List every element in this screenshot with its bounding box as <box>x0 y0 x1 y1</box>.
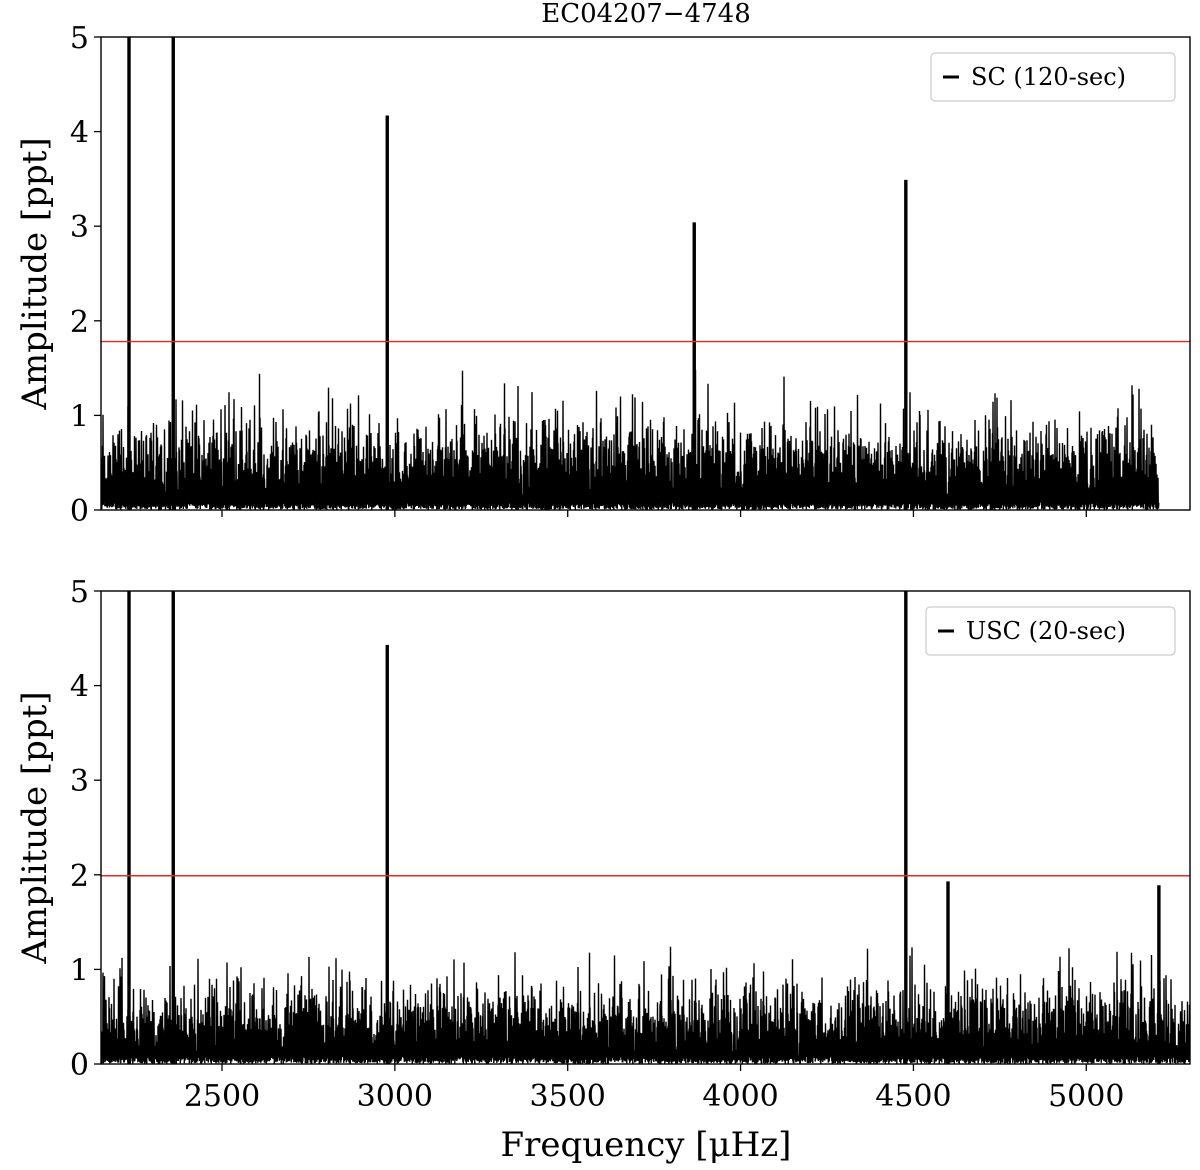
figure-title: EC04207−4748 <box>541 0 751 29</box>
y-tick-label: 0 <box>70 494 89 529</box>
x-tick-label: 3500 <box>530 1079 606 1114</box>
x-tick-label: 5000 <box>1048 1079 1124 1114</box>
legend-box <box>930 52 1176 102</box>
y-tick-label: 1 <box>70 953 89 988</box>
axes-frame <box>100 36 1191 511</box>
panel-usc: 0 1 2 3 4 5 2500 3000 3500 4000 4500 5000 Amplitude … <box>15 575 1191 1114</box>
panel-sc: 0 1 2 3 4 5 Amplitude [ppt] SC (120-sec) <box>15 21 1191 529</box>
y-tick-label: 1 <box>70 399 89 434</box>
legend-box <box>925 606 1176 656</box>
x-tick-label: 3000 <box>357 1079 433 1114</box>
y-tick-label: 3 <box>70 210 89 245</box>
y-tick-label: 4 <box>70 116 89 151</box>
y-tick-label: 5 <box>70 21 89 56</box>
legend-label: USC (20-sec) <box>966 617 1126 645</box>
spectrum-line <box>101 946 1190 1064</box>
y-tick-label: 3 <box>70 764 89 799</box>
y-axis-label: Amplitude [ppt] <box>15 691 55 964</box>
x-tick-label: 2500 <box>184 1079 260 1114</box>
y-tick-label: 2 <box>70 859 89 894</box>
legend-label: SC (120-sec) <box>971 63 1126 91</box>
y-tick-label: 5 <box>70 575 89 610</box>
y-tick-label: 4 <box>70 670 89 705</box>
y-tick-label: 0 <box>70 1048 89 1083</box>
spectrum-line <box>101 369 1160 510</box>
y-tick-label: 2 <box>70 305 89 340</box>
x-tick-label: 4000 <box>702 1079 778 1114</box>
x-axis-label: Frequency [μHz] <box>501 1125 792 1165</box>
x-tick-label: 4500 <box>875 1079 951 1114</box>
y-axis-label: Amplitude [ppt] <box>15 137 55 410</box>
axes-frame <box>100 590 1191 1065</box>
